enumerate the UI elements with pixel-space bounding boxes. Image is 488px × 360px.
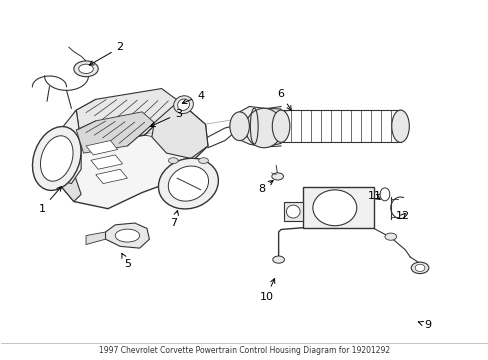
Ellipse shape	[74, 61, 98, 77]
Ellipse shape	[414, 264, 424, 271]
Ellipse shape	[229, 112, 249, 140]
Polygon shape	[96, 169, 127, 184]
Ellipse shape	[245, 108, 282, 148]
Ellipse shape	[173, 96, 193, 114]
Ellipse shape	[198, 158, 208, 163]
Ellipse shape	[115, 229, 140, 242]
Text: 1: 1	[39, 186, 61, 214]
Ellipse shape	[410, 262, 428, 274]
Text: 2: 2	[89, 42, 123, 65]
Ellipse shape	[168, 158, 178, 163]
Ellipse shape	[379, 188, 389, 201]
Ellipse shape	[271, 173, 283, 180]
Ellipse shape	[32, 127, 81, 190]
Polygon shape	[91, 155, 122, 169]
Text: 9: 9	[417, 320, 430, 330]
Ellipse shape	[79, 64, 93, 73]
Ellipse shape	[158, 158, 218, 209]
Text: 6: 6	[277, 89, 291, 111]
Ellipse shape	[312, 190, 356, 226]
Ellipse shape	[391, 110, 408, 142]
Ellipse shape	[384, 233, 396, 240]
Polygon shape	[47, 153, 81, 202]
Polygon shape	[105, 223, 149, 248]
Text: 5: 5	[122, 253, 131, 269]
Polygon shape	[86, 140, 118, 155]
Ellipse shape	[286, 205, 300, 218]
Text: 3: 3	[150, 109, 182, 127]
Text: 1997 Chevrolet Corvette Powertrain Control Housing Diagram for 19201292: 1997 Chevrolet Corvette Powertrain Contr…	[99, 346, 389, 355]
Polygon shape	[76, 89, 178, 144]
Text: 8: 8	[258, 180, 272, 194]
Ellipse shape	[41, 136, 73, 181]
Ellipse shape	[272, 256, 284, 263]
Ellipse shape	[177, 99, 189, 111]
Polygon shape	[283, 202, 303, 221]
Text: 7: 7	[170, 211, 178, 228]
Polygon shape	[47, 110, 81, 184]
Ellipse shape	[272, 110, 289, 142]
Polygon shape	[47, 101, 207, 209]
Text: 10: 10	[259, 279, 274, 302]
Polygon shape	[86, 232, 105, 244]
Ellipse shape	[168, 166, 208, 201]
Text: 12: 12	[395, 211, 409, 221]
Polygon shape	[76, 112, 154, 153]
FancyBboxPatch shape	[303, 187, 373, 228]
Polygon shape	[152, 101, 207, 158]
Text: 4: 4	[182, 91, 204, 104]
Text: 11: 11	[367, 191, 382, 201]
Polygon shape	[239, 107, 281, 147]
